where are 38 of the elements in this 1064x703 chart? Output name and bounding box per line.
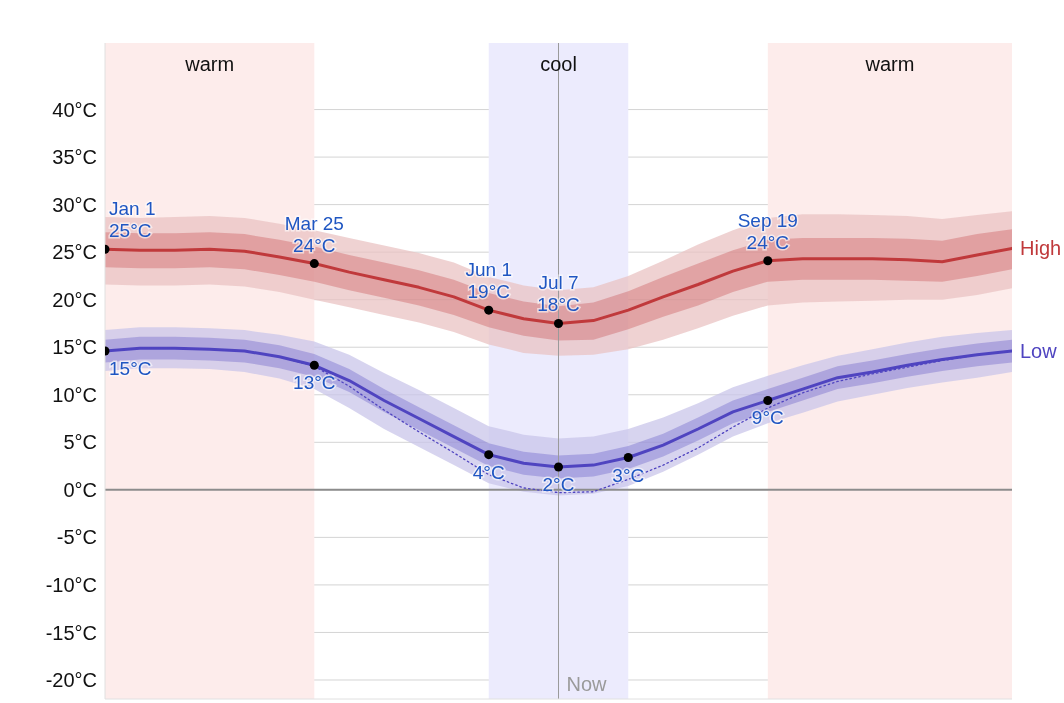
- y-tick-label: 40°C: [52, 98, 97, 121]
- y-tick-label: 15°C: [52, 336, 97, 359]
- point: [763, 256, 773, 266]
- data-label: Jun 1 19°C: [465, 259, 512, 303]
- point: [309, 259, 319, 269]
- y-tick-label: -15°C: [45, 621, 97, 644]
- y-tick-label: 20°C: [52, 288, 97, 311]
- data-label: 9°C: [751, 407, 784, 429]
- point: [553, 318, 564, 328]
- point: [553, 462, 564, 472]
- data-label: 3°C: [612, 464, 645, 486]
- annotation: cool: [540, 53, 577, 76]
- point: [763, 395, 773, 405]
- data-label: 4°C: [472, 461, 505, 483]
- y-tick-label: 10°C: [52, 383, 97, 406]
- series-label: Low: [1020, 340, 1058, 363]
- data-label: Sep 19 24°C: [737, 209, 798, 253]
- data-label: 15°C: [109, 358, 152, 380]
- y-tick-label: 5°C: [63, 431, 97, 454]
- annotation: warm: [864, 53, 915, 76]
- y-tick-label: -10°C: [45, 574, 97, 597]
- point: [484, 450, 494, 460]
- y-tick-label: 0°C: [63, 478, 97, 501]
- point: [484, 305, 494, 315]
- series-label: High: [1020, 237, 1062, 260]
- y-tick-label: -5°C: [56, 526, 97, 549]
- y-tick-label: 30°C: [52, 193, 97, 216]
- annotation: Now: [566, 673, 608, 695]
- data-label: Mar 25 24°C: [284, 212, 344, 256]
- point: [309, 360, 319, 370]
- annotation: warm: [184, 53, 235, 76]
- y-tick-label: -20°C: [45, 669, 97, 692]
- data-label: Jan 1 25°C: [109, 198, 156, 242]
- data-label: 13°C: [293, 372, 336, 394]
- y-tick-label: 35°C: [52, 146, 97, 169]
- data-label: Jul 7 18°C: [537, 272, 580, 316]
- point: [623, 453, 633, 463]
- y-tick-label: 25°C: [52, 241, 97, 264]
